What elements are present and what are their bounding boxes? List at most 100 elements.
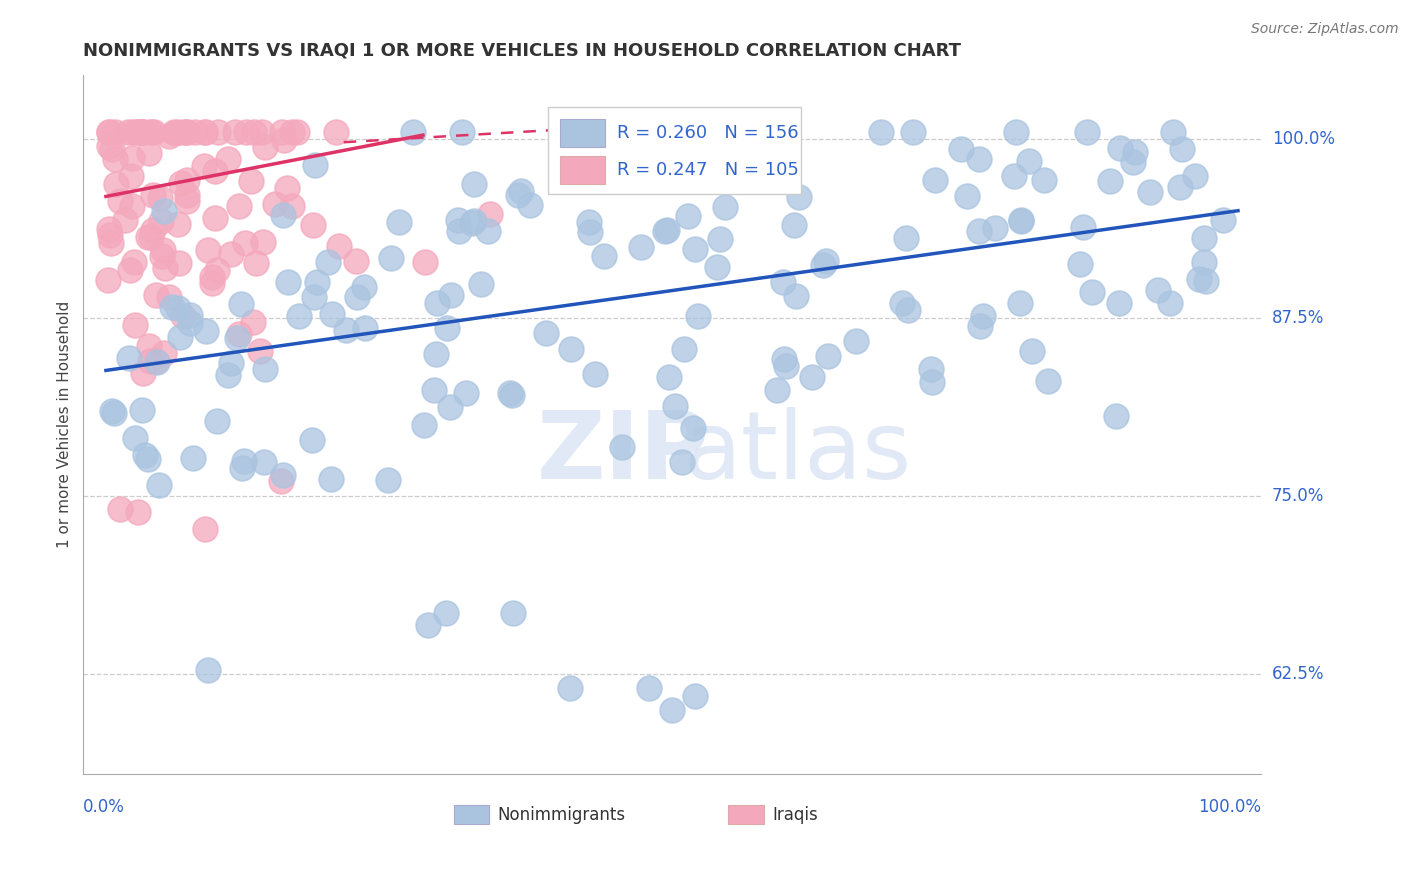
Point bbox=[117, 125, 139, 139]
Point bbox=[319, 472, 342, 486]
Point bbox=[181, 450, 204, 465]
Point bbox=[1010, 212, 1032, 227]
Point bbox=[709, 232, 731, 246]
Text: R = 0.260   N = 156: R = 0.260 N = 156 bbox=[617, 124, 799, 142]
Point bbox=[1122, 154, 1144, 169]
Point bbox=[772, 275, 794, 289]
Text: 100.0%: 100.0% bbox=[1198, 798, 1261, 816]
Point bbox=[454, 386, 477, 401]
Point bbox=[683, 689, 706, 703]
Point bbox=[172, 309, 194, 323]
Point bbox=[276, 180, 298, 194]
Point bbox=[967, 224, 990, 238]
Point bbox=[346, 290, 368, 304]
Point bbox=[434, 606, 457, 620]
Point bbox=[1105, 409, 1128, 423]
Point bbox=[131, 125, 153, 139]
Point bbox=[307, 275, 329, 289]
Point bbox=[100, 236, 122, 251]
Point bbox=[288, 309, 311, 323]
Point bbox=[149, 214, 172, 228]
Point bbox=[328, 239, 350, 253]
Point bbox=[264, 197, 287, 211]
Point bbox=[811, 258, 834, 272]
Point bbox=[176, 188, 198, 202]
Point bbox=[785, 289, 807, 303]
Point bbox=[270, 475, 292, 489]
Text: R = 0.247   N = 105: R = 0.247 N = 105 bbox=[617, 161, 799, 178]
Point bbox=[150, 248, 173, 262]
Point bbox=[173, 125, 195, 139]
Point bbox=[1125, 145, 1147, 160]
Point bbox=[869, 125, 891, 139]
Point bbox=[219, 247, 242, 261]
Point bbox=[132, 125, 155, 139]
Point bbox=[114, 213, 136, 227]
Point bbox=[335, 323, 357, 337]
Point bbox=[224, 125, 246, 139]
Point bbox=[98, 227, 121, 242]
Point bbox=[800, 369, 823, 384]
Point bbox=[316, 255, 339, 269]
Point bbox=[165, 126, 187, 140]
Point bbox=[101, 404, 124, 418]
Point bbox=[969, 318, 991, 333]
Point bbox=[477, 224, 499, 238]
Point bbox=[252, 235, 274, 249]
Point bbox=[155, 260, 177, 275]
Point bbox=[121, 151, 143, 165]
Point bbox=[153, 203, 176, 218]
Point bbox=[440, 287, 463, 301]
Point bbox=[845, 334, 868, 348]
Point bbox=[205, 262, 228, 277]
Point bbox=[252, 125, 274, 139]
Point bbox=[142, 125, 165, 139]
Point bbox=[104, 125, 127, 139]
Point bbox=[184, 125, 207, 139]
Point bbox=[104, 177, 127, 191]
Point bbox=[231, 461, 253, 475]
Point bbox=[160, 300, 183, 314]
Point bbox=[124, 431, 146, 445]
Point bbox=[207, 125, 229, 139]
Point bbox=[578, 215, 600, 229]
Point bbox=[1192, 231, 1215, 245]
Point bbox=[166, 218, 188, 232]
Point bbox=[157, 129, 180, 144]
Point bbox=[277, 275, 299, 289]
Point bbox=[134, 448, 156, 462]
Point bbox=[173, 125, 195, 139]
Text: atlas: atlas bbox=[683, 407, 912, 499]
Point bbox=[1099, 174, 1122, 188]
Point bbox=[689, 136, 711, 150]
Point bbox=[1021, 344, 1043, 359]
Point bbox=[1071, 220, 1094, 235]
Point bbox=[506, 187, 529, 202]
Point bbox=[436, 321, 458, 335]
Point bbox=[461, 216, 484, 230]
Point bbox=[775, 359, 797, 374]
Point bbox=[176, 173, 198, 187]
Point bbox=[470, 277, 492, 292]
Y-axis label: 1 or more Vehicles in Household: 1 or more Vehicles in Household bbox=[58, 301, 72, 549]
Text: 0.0%: 0.0% bbox=[83, 798, 125, 816]
Point bbox=[344, 254, 367, 268]
Point bbox=[132, 366, 155, 380]
Text: NONIMMIGRANTS VS IRAQI 1 OR MORE VEHICLES IN HOUSEHOLD CORRELATION CHART: NONIMMIGRANTS VS IRAQI 1 OR MORE VEHICLE… bbox=[83, 42, 962, 60]
Point bbox=[254, 361, 277, 376]
Point bbox=[170, 177, 193, 191]
Text: 87.5%: 87.5% bbox=[1272, 309, 1324, 326]
Point bbox=[121, 125, 143, 139]
Point bbox=[676, 209, 699, 223]
Point bbox=[103, 406, 125, 420]
Point bbox=[304, 158, 326, 172]
Point bbox=[176, 125, 198, 139]
Point bbox=[447, 213, 470, 227]
Point bbox=[534, 326, 557, 340]
Point bbox=[380, 252, 402, 266]
Point bbox=[149, 191, 172, 205]
Text: Iraqis: Iraqis bbox=[772, 805, 818, 823]
Point bbox=[167, 301, 190, 316]
Point bbox=[127, 505, 149, 519]
Point bbox=[129, 125, 152, 139]
